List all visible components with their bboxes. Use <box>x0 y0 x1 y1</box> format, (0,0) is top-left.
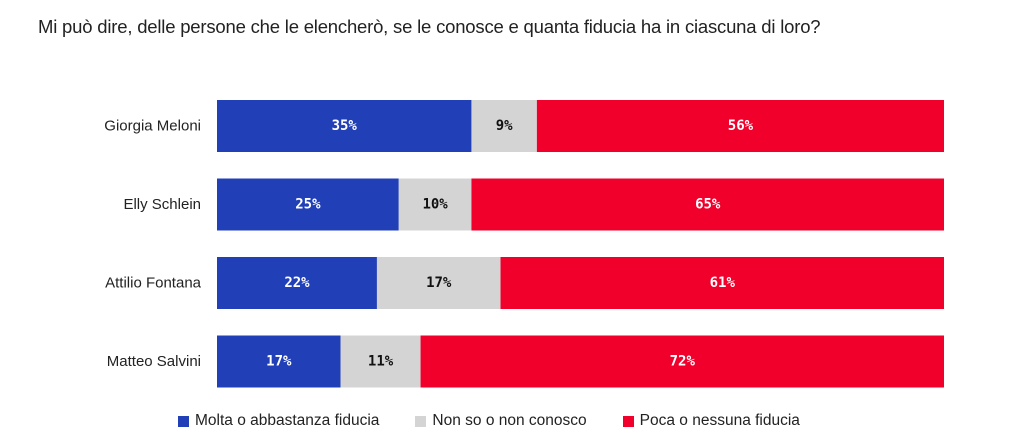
legend-swatch-molta <box>178 415 189 427</box>
legend-item-non-so: Non so o non conosco <box>415 412 587 430</box>
legend-item-poca: Poca o nessuna fiducia <box>622 412 800 430</box>
category-label-matteo-salvini: Matteo Salvini <box>107 353 201 370</box>
bar-elly-schlein-poca <box>471 178 944 231</box>
legend-label-poca: Poca o nessuna fiducia <box>639 412 800 429</box>
bar-label-matteo-salvini-non-so: 11% <box>368 354 394 370</box>
bar-label-elly-schlein-molta: 25% <box>295 197 321 213</box>
bar-elly-schlein-non-so <box>398 178 472 231</box>
bar-label-matteo-salvini-molta: 17% <box>266 354 292 370</box>
bar-label-attilio-fontana-non-so: 17% <box>426 275 452 291</box>
category-label-attilio-fontana: Attilio Fontana <box>105 275 202 292</box>
bar-label-attilio-fontana-molta: 22% <box>284 275 310 291</box>
bar-elly-schlein-molta <box>217 178 399 231</box>
bar-attilio-fontana-poca <box>500 257 944 309</box>
bar-matteo-salvini-non-so <box>340 335 421 388</box>
bar-giorgia-meloni-non-so <box>471 100 537 152</box>
legend-label-molta: Molta o abbastanza fiducia <box>195 412 380 429</box>
bar-label-giorgia-meloni-poca: 56% <box>728 118 754 134</box>
category-label-elly-schlein: Elly Schlein <box>123 196 201 213</box>
legend-swatch-poca <box>622 415 634 427</box>
bar-giorgia-meloni-poca <box>536 100 944 152</box>
legend-swatch-non-so <box>415 415 427 427</box>
bar-label-giorgia-meloni-molta: 35% <box>332 118 358 134</box>
bar-label-matteo-salvini-poca: 72% <box>670 354 696 370</box>
bar-giorgia-meloni-molta <box>217 100 472 152</box>
category-label-giorgia-meloni: Giorgia Meloni <box>104 118 201 135</box>
legend-label-non-so: Non so o non conosco <box>432 412 587 429</box>
bar-label-attilio-fontana-poca: 61% <box>710 275 736 291</box>
bar-label-elly-schlein-non-so: 10% <box>422 197 448 213</box>
bar-matteo-salvini-molta <box>217 335 341 388</box>
legend-item-molta: Molta o abbastanza fiducia <box>178 412 379 430</box>
bar-label-giorgia-meloni-non-so: 9% <box>496 118 513 134</box>
bar-label-elly-schlein-poca: 65% <box>695 197 721 213</box>
bar-attilio-fontana-molta <box>217 257 377 309</box>
bar-attilio-fontana-non-so <box>376 257 501 309</box>
bar-matteo-salvini-poca <box>420 335 944 388</box>
chart-title: Mi può dire, delle persone che le elench… <box>38 16 821 37</box>
legend: Molta o abbastanza fiducia Non so o non … <box>178 412 836 430</box>
